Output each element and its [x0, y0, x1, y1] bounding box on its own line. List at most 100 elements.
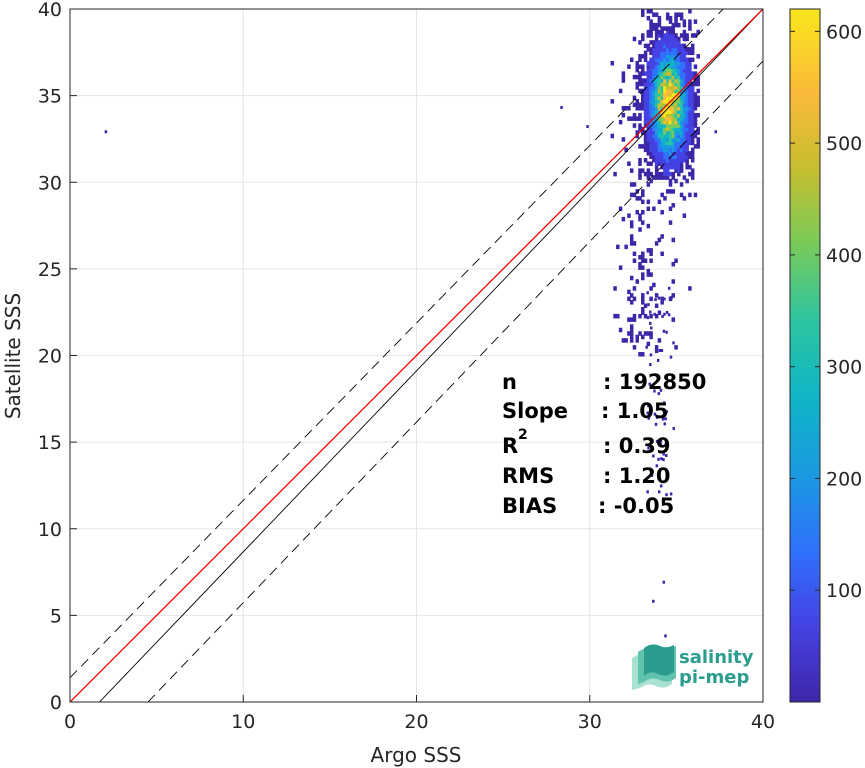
- heat-cell: [668, 178, 673, 184]
- heat-cell: [668, 50, 673, 56]
- heat-cell: [690, 154, 695, 160]
- heat-cell: [646, 71, 651, 76]
- heat-cell: [618, 119, 623, 125]
- heat-cell: [652, 157, 656, 163]
- heat-cell: [671, 106, 676, 111]
- heat-cell: [643, 109, 648, 114]
- heat-cell: [657, 67, 662, 73]
- heat-cell: [657, 54, 662, 59]
- heat-cell: [662, 458, 665, 462]
- heat-cell: [679, 137, 684, 142]
- heat-cell: [690, 57, 695, 63]
- heat-cell: [652, 175, 656, 180]
- colorbar-ticks: 100 200 300 400 500 600: [790, 21, 862, 602]
- heat-cell: [665, 151, 670, 156]
- heat-cell: [668, 161, 673, 166]
- heat-cell: [638, 265, 642, 270]
- heat-cell: [674, 109, 678, 114]
- heat-cell: [682, 47, 687, 52]
- outlier-point: [714, 130, 717, 134]
- heat-cell: [613, 171, 617, 177]
- heat-cell: [668, 109, 673, 114]
- heat-cell: [663, 106, 667, 111]
- heat-cell: [643, 50, 648, 56]
- heat-cell: [649, 161, 653, 166]
- heat-cell: [663, 133, 667, 139]
- heat-cell: [627, 64, 631, 69]
- heat-cell: [665, 189, 670, 194]
- heat-cell: [654, 57, 659, 63]
- heat-cell: [641, 92, 645, 97]
- heat-cell: [635, 130, 639, 135]
- heat-cell: [677, 119, 681, 125]
- heat-cell: [674, 154, 678, 160]
- heat-cell: [679, 168, 684, 173]
- heat-cell: [654, 95, 659, 101]
- heat-cell: [652, 40, 656, 45]
- heat-cell: [641, 67, 645, 73]
- heat-cell: [679, 151, 684, 156]
- heat-cell: [679, 116, 684, 121]
- heat-cell: [665, 74, 670, 80]
- heat-cell: [660, 144, 664, 149]
- heat-cell: [646, 248, 651, 253]
- heat-cell: [632, 258, 637, 263]
- heat-cell: [660, 140, 664, 146]
- heat-cell: [618, 88, 623, 94]
- heat-cell: [649, 33, 653, 38]
- heat-cell: [646, 490, 649, 494]
- heat-cell: [663, 43, 667, 49]
- heat-cell: [660, 92, 664, 97]
- heat-cell: [685, 78, 689, 83]
- heat-cell: [654, 81, 659, 87]
- heat-cell: [677, 50, 681, 56]
- heat-cell: [693, 106, 698, 111]
- heat-cell: [679, 154, 684, 160]
- heat-cell: [690, 168, 695, 173]
- heat-cell: [685, 50, 689, 56]
- heat-cell: [665, 126, 670, 132]
- heat-cell: [624, 147, 628, 153]
- heat-cell: [652, 26, 656, 31]
- heat-cell: [679, 78, 684, 83]
- heat-cell: [677, 36, 681, 42]
- heat-cell: [646, 140, 651, 146]
- heat-cell: [665, 15, 670, 21]
- y-axis-ticks: 0 5 10 15 20 25 30 35 40: [38, 0, 77, 714]
- heat-cell: [665, 29, 670, 35]
- heat-cell: [652, 112, 656, 118]
- heat-cell: [649, 126, 653, 132]
- heat-cell: [679, 119, 684, 125]
- heat-cell: [674, 85, 678, 90]
- heat-cell: [649, 102, 653, 108]
- heat-cell: [638, 171, 642, 177]
- stat-bias-name: BIAS: [502, 494, 557, 518]
- heat-cell: [643, 147, 648, 153]
- heat-cell: [654, 22, 659, 28]
- heat-cell: [646, 67, 651, 73]
- heat-cell: [688, 9, 692, 14]
- heat-cell: [632, 241, 637, 246]
- heat-cell: [682, 54, 687, 59]
- heat-cell: [643, 92, 648, 97]
- heat-cell: [665, 123, 670, 128]
- heat-cell: [663, 57, 667, 63]
- heat-cell: [671, 144, 676, 149]
- heat-cell: [679, 67, 684, 73]
- heat-cell: [659, 388, 663, 392]
- heat-cell: [621, 71, 626, 76]
- heat-cell: [671, 123, 676, 128]
- heat-cell: [632, 112, 637, 118]
- heat-cell: [668, 60, 673, 66]
- heat-cell: [652, 50, 656, 56]
- heat-cell: [629, 324, 634, 329]
- heat-cell: [652, 74, 656, 80]
- heat-cell: [646, 137, 651, 142]
- heat-cell: [663, 112, 667, 118]
- heat-cell: [641, 293, 645, 298]
- heat-cell: [641, 300, 645, 305]
- heat-cell: [690, 71, 695, 76]
- heat-cell: [688, 116, 692, 121]
- heat-cell: [646, 78, 651, 83]
- heat-cell: [679, 50, 684, 56]
